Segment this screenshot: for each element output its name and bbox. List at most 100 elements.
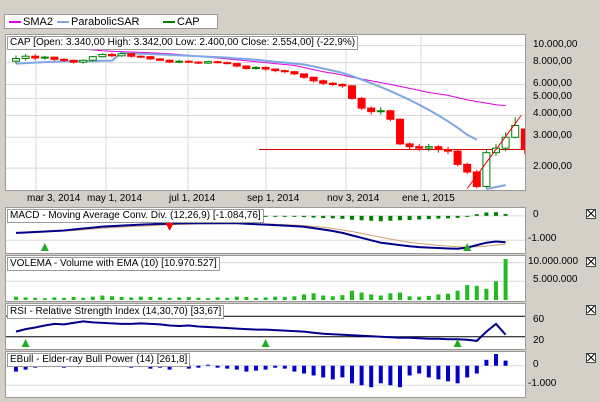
- y-tick-label: 10.000.000: [528, 255, 579, 267]
- ebull-bar: [388, 365, 393, 386]
- macd-buy-marker: [463, 243, 472, 251]
- ebull-bar: [14, 365, 18, 372]
- volume-bar: [254, 297, 258, 300]
- legend-label-sma2: SMA2: [23, 16, 53, 28]
- x-tick-label: mar 3, 2014: [27, 193, 81, 204]
- ebull-svg: [6, 354, 525, 388]
- ebull-bar: [302, 365, 306, 374]
- volume-bar: [71, 297, 76, 300]
- y-tick-label: 8.000,00: [533, 55, 572, 67]
- volume-bar: [14, 296, 18, 300]
- rsi-panel[interactable]: RSI - Relative Strength Index (14,30,70)…: [5, 303, 526, 350]
- candle-body: [252, 67, 260, 70]
- volume-bar: [244, 297, 249, 300]
- volume-bar: [215, 297, 220, 300]
- ebull-bar: [436, 365, 441, 380]
- macd-panel[interactable]: MACD - Moving Average Conv. Div. (12,26,…: [5, 207, 526, 254]
- candle-body: [309, 76, 318, 82]
- sma2-line: [15, 42, 506, 107]
- y-tick-label: 10.000,00: [533, 38, 578, 50]
- rsi-title: RSI - Relative Strength Index (14,30,70)…: [7, 305, 225, 319]
- macd-histogram-bar: [388, 215, 393, 221]
- ebull-bar: [446, 365, 450, 382]
- candle-body: [223, 62, 232, 65]
- candle-body: [232, 63, 241, 67]
- volume-bar: [23, 297, 28, 300]
- volume-bar: [426, 295, 431, 300]
- volume-bar: [474, 285, 479, 300]
- candle-body: [60, 58, 68, 61]
- price-chart-panel[interactable]: CAP [Open: 3.340,00 High: 3.342,00 Low: …: [5, 34, 526, 191]
- candle-body: [184, 60, 193, 63]
- macd-histogram-bar: [350, 215, 354, 220]
- candle-body: [156, 58, 164, 61]
- ebull-panel[interactable]: EBull - Elder-ray Bull Power (14) [261,8…: [5, 351, 526, 398]
- volume-bar: [359, 292, 364, 300]
- ebull-bar: [484, 359, 489, 366]
- candle-body: [463, 163, 472, 173]
- volema-title: VOLEMA - Volume with EMA (10) [10.970.52…: [7, 257, 220, 271]
- ebull-bar: [254, 365, 258, 371]
- macd-histogram-bar: [407, 215, 412, 221]
- ebull-bar: [494, 354, 498, 366]
- candle-body: [367, 107, 376, 113]
- ebull-bar: [263, 365, 268, 370]
- x-tick-label: nov 3, 2014: [327, 193, 380, 204]
- volume-bar: [369, 294, 374, 300]
- candle-body: [520, 128, 525, 151]
- candle-body: [482, 152, 491, 188]
- x-tick-label: jul 1, 2014: [169, 193, 216, 204]
- volume-bar: [407, 296, 412, 300]
- candle-body: [146, 56, 155, 60]
- volume-bar: [234, 296, 239, 300]
- ebull-title: EBull - Elder-ray Bull Power (14) [261,8…: [7, 353, 191, 367]
- y-tick-label: -1.000: [528, 378, 557, 390]
- candle-body: [511, 125, 520, 138]
- macd-histogram-bar: [263, 215, 268, 217]
- volume-bar: [321, 295, 326, 300]
- candle-body: [117, 53, 126, 57]
- volema-svg: [6, 258, 525, 300]
- macd-sell-marker: [165, 223, 174, 231]
- macd-close-button[interactable]: [586, 209, 596, 219]
- ebull-bar: [350, 365, 354, 384]
- candle-body: [69, 59, 78, 63]
- y-tick-label: 5.000,00: [533, 91, 572, 103]
- legend-label-parabolicsar: ParabolicSAR: [71, 16, 140, 28]
- ebull-bar: [465, 365, 470, 378]
- ebull-bar: [311, 365, 316, 376]
- rsi-close-button[interactable]: [586, 305, 596, 315]
- y-tick-label: 2.000,00: [533, 161, 572, 173]
- candle-body: [376, 110, 385, 113]
- macd-histogram-bar: [330, 215, 335, 219]
- macd-signal-line: [15, 222, 506, 248]
- ebull-bar: [426, 365, 431, 378]
- volume-bar: [177, 297, 182, 300]
- x-tick-label: ene 1, 2015: [402, 193, 455, 204]
- ebull-bar: [330, 365, 335, 380]
- candle-body: [453, 150, 462, 165]
- volema-panel[interactable]: VOLEMA - Volume with EMA (10) [10.970.52…: [5, 255, 526, 302]
- ebull-bar: [503, 360, 508, 366]
- y-tick-label: 0: [533, 358, 539, 370]
- ebull-bar: [273, 365, 278, 368]
- volema-close-button[interactable]: [586, 257, 596, 267]
- candle-body: [79, 59, 88, 63]
- candle-body: [348, 85, 356, 99]
- ebull-close-button[interactable]: [586, 353, 596, 363]
- ebull-bar: [474, 365, 479, 374]
- candle-body: [194, 61, 203, 64]
- candle-body: [175, 60, 184, 63]
- volume-bar: [494, 281, 498, 300]
- candle-body: [396, 118, 404, 145]
- candle-body: [472, 171, 481, 188]
- macd-line: [15, 222, 506, 250]
- y-tick-label: -1.000: [528, 233, 557, 245]
- volume-bar: [196, 297, 201, 300]
- volume-bar: [282, 297, 287, 300]
- rsi-line: [15, 320, 507, 342]
- candle-body: [300, 73, 308, 78]
- volume-bar: [263, 297, 268, 300]
- y-tick-label: 3.000,00: [533, 130, 572, 142]
- volume-bar: [273, 296, 278, 300]
